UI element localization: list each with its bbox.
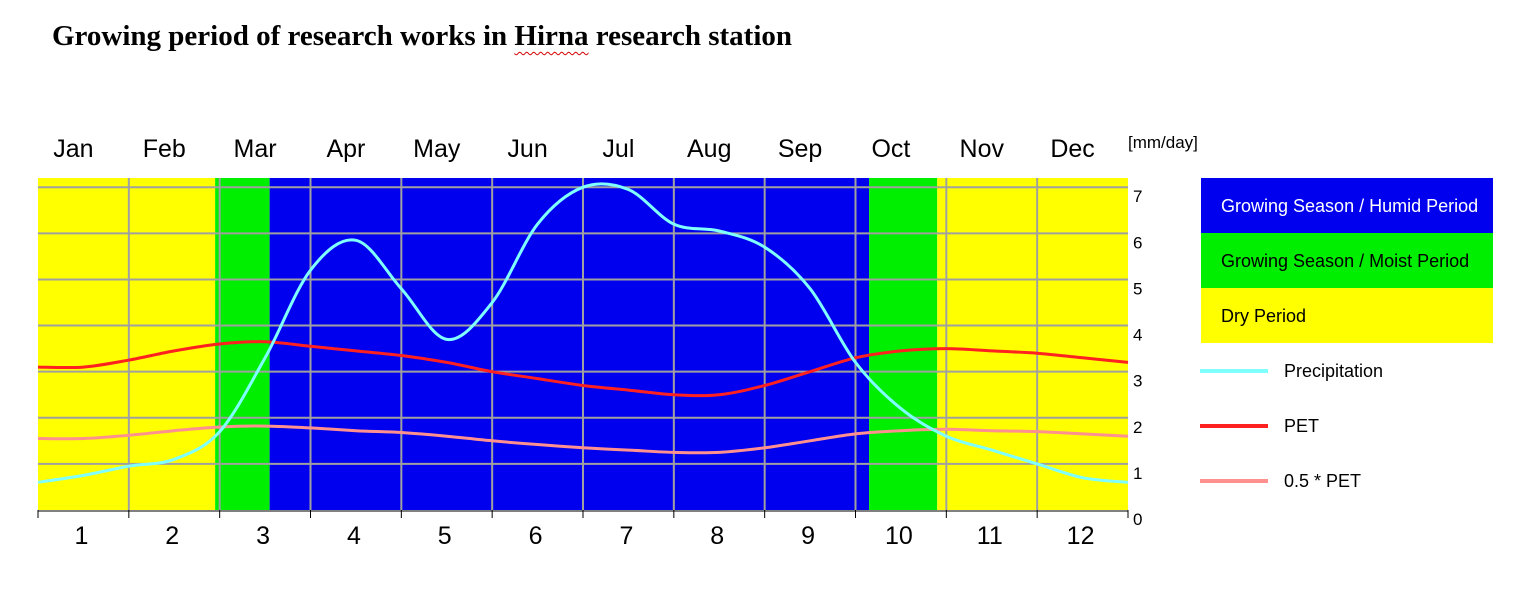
month-label-jan: Jan: [53, 135, 93, 163]
legend-line-label-1: Precipitation: [1284, 361, 1383, 381]
x-tick-label-5: 5: [438, 522, 452, 550]
x-tick-label-4: 4: [347, 522, 361, 550]
x-tick-label-6: 6: [529, 522, 543, 550]
period-band-3: [269, 178, 870, 510]
x-tick-label-12: 12: [1067, 522, 1095, 550]
legend-line-label-3: 0.5 * PET: [1284, 471, 1361, 491]
title-part-2: research station: [588, 20, 793, 52]
grid-lines: [38, 178, 1128, 510]
month-label-apr: Apr: [326, 135, 365, 163]
y-tick-label-3: 3: [1133, 372, 1142, 391]
legend-box-label-1: Growing Season / Humid Period: [1221, 196, 1478, 216]
y-tick-label-1: 1: [1133, 464, 1142, 483]
legend-line-label-2: PET: [1284, 416, 1319, 436]
period-band-1: [38, 178, 216, 510]
chart-title: Growing period of research works in Hirn…: [52, 20, 792, 53]
series-line-0-5-pet: [37, 424, 1129, 455]
series-line-pet: [37, 340, 1129, 398]
x-tick-label-8: 8: [710, 522, 724, 550]
legend-box-3: [1201, 288, 1493, 343]
month-label-dec: Dec: [1050, 135, 1094, 163]
y-unit-label: [mm/day]: [1128, 133, 1198, 152]
month-label-jul: Jul: [602, 135, 634, 163]
x-tick-label-10: 10: [885, 522, 913, 550]
x-tick-label-1: 1: [74, 522, 88, 550]
month-label-jun: Jun: [507, 135, 547, 163]
y-tick-label-2: 2: [1133, 418, 1142, 437]
x-tick-label-11: 11: [977, 522, 1003, 550]
period-band-5: [937, 178, 1128, 510]
month-label-may: May: [413, 135, 461, 163]
series-line-precipitation: [37, 182, 1129, 484]
legend-box-label-2: Growing Season / Moist Period: [1221, 251, 1469, 271]
y-tick-label-0: 0: [1133, 510, 1142, 529]
y-tick-label-7: 7: [1133, 187, 1142, 206]
legend-box-2: [1201, 233, 1493, 288]
x-tick-label-2: 2: [165, 522, 179, 550]
legend-box-1: [1201, 178, 1493, 233]
period-band-4: [869, 178, 938, 510]
y-tick-label-6: 6: [1133, 233, 1142, 252]
month-label-nov: Nov: [960, 135, 1005, 163]
title-station-name: Hirna: [514, 20, 589, 52]
month-label-feb: Feb: [143, 135, 186, 163]
month-label-sep: Sep: [778, 135, 822, 163]
x-tick-label-3: 3: [256, 522, 270, 550]
y-tick-label-5: 5: [1133, 279, 1142, 298]
month-label-mar: Mar: [234, 135, 277, 163]
month-label-oct: Oct: [871, 135, 910, 163]
legend: Growing Season / Humid Period Growing Sea…: [1200, 178, 1493, 491]
title-part-1: Growing period of research works in: [52, 20, 515, 52]
x-tick-label-7: 7: [619, 522, 633, 550]
series-lines: [37, 182, 1129, 484]
y-tick-label-4: 4: [1133, 326, 1142, 345]
month-label-aug: Aug: [687, 135, 731, 163]
legend-box-label-3: Dry Period: [1221, 306, 1306, 326]
x-tick-label-9: 9: [801, 522, 815, 550]
